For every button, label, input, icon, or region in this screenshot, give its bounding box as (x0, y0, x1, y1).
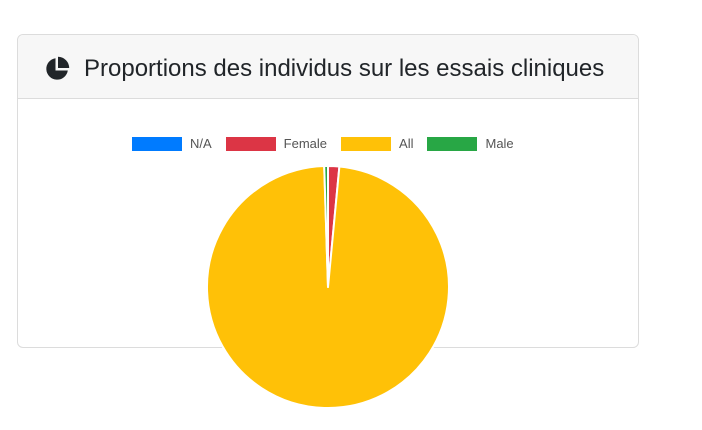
legend-label-male: Male (485, 136, 514, 151)
chart-legend: N/A Female All Male (132, 135, 528, 153)
legend-label-all: All (399, 136, 414, 151)
legend-swatch-male (427, 137, 478, 151)
legend-item-na[interactable]: N/A (132, 136, 212, 152)
legend-item-female[interactable]: Female (225, 136, 328, 152)
legend-swatch-na (132, 137, 182, 151)
card-header: Proportions des individus sur les essais… (18, 35, 638, 99)
legend-swatch-all (341, 137, 392, 151)
pie-chart-icon (46, 56, 70, 80)
legend-swatch-female (225, 137, 276, 151)
legend-item-male[interactable]: Male (427, 136, 514, 152)
card-title: Proportions des individus sur les essais… (84, 55, 605, 82)
legend-item-all[interactable]: All (341, 136, 413, 152)
chart-card: Proportions des individus sur les essais… (17, 34, 639, 348)
legend-label-female: Female (283, 136, 328, 151)
legend-label-na: N/A (190, 136, 212, 151)
